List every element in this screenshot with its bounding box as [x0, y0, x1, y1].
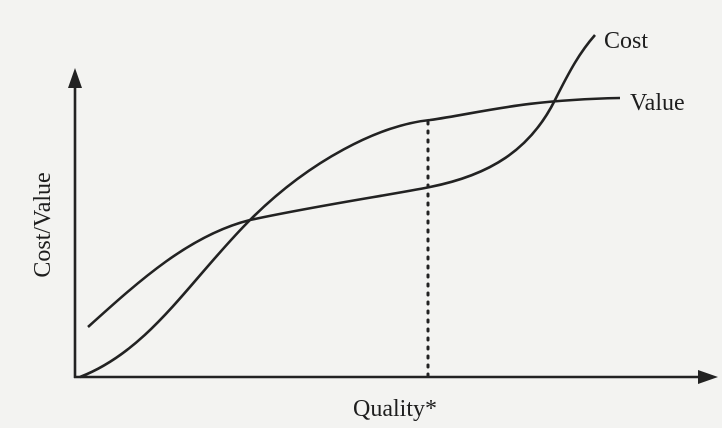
curve-label: Value [630, 90, 685, 116]
x-axis-label: Quality* [353, 396, 437, 422]
cost-curve [87, 34, 596, 328]
y-axis-arrow [68, 68, 82, 88]
x-axis-arrow [698, 370, 718, 384]
value-curve [79, 96, 621, 379]
y-axis-label: Cost/Value [30, 172, 56, 277]
curve-label: Cost [604, 28, 648, 54]
